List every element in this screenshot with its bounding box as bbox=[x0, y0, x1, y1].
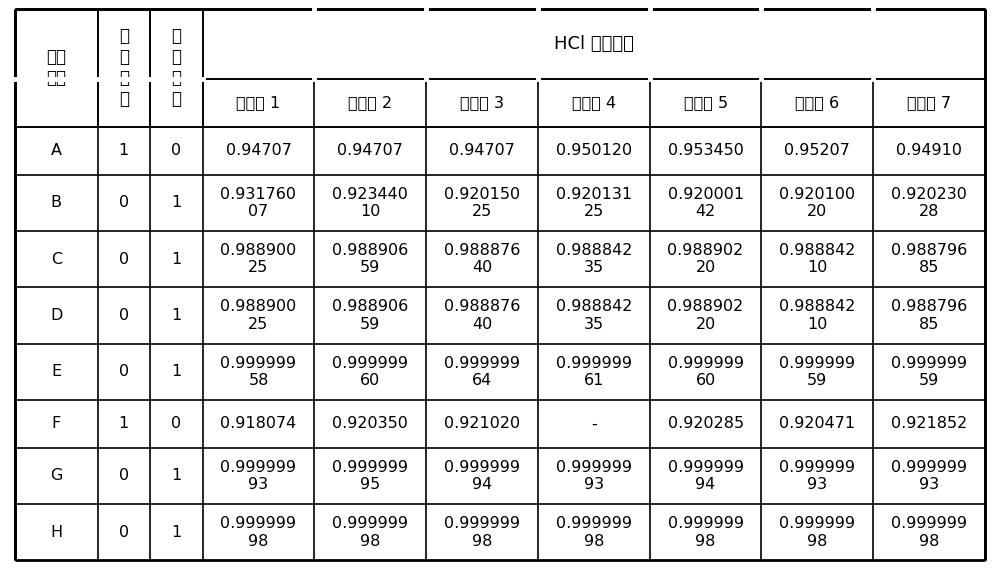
Text: 实施例 5: 实施例 5 bbox=[684, 96, 728, 110]
Text: 0.999999
93: 0.999999 93 bbox=[556, 460, 632, 492]
Text: 0: 0 bbox=[119, 468, 129, 484]
Text: E: E bbox=[51, 364, 61, 380]
Text: 0: 0 bbox=[119, 364, 129, 380]
Text: 0.999999
98: 0.999999 98 bbox=[220, 516, 296, 549]
Text: 0.923440
10: 0.923440 10 bbox=[332, 187, 408, 219]
Text: 气
相
分
率: 气 相 分 率 bbox=[119, 27, 129, 108]
Text: 0.920150
25: 0.920150 25 bbox=[444, 187, 520, 219]
Text: 实施例 6: 实施例 6 bbox=[795, 96, 839, 110]
Text: 0.999999
61: 0.999999 61 bbox=[556, 356, 632, 388]
Text: 实施例 3: 实施例 3 bbox=[460, 96, 504, 110]
Text: 0.988796
85: 0.988796 85 bbox=[891, 243, 967, 275]
Text: 0.988906
59: 0.988906 59 bbox=[332, 299, 408, 332]
Text: 0.988876
40: 0.988876 40 bbox=[444, 243, 520, 275]
Text: 1: 1 bbox=[171, 525, 181, 540]
Text: D: D bbox=[50, 308, 62, 323]
Text: 实施例 7: 实施例 7 bbox=[907, 96, 951, 110]
Text: 0.920285: 0.920285 bbox=[668, 417, 744, 431]
Text: 0: 0 bbox=[119, 525, 129, 540]
Text: 1: 1 bbox=[119, 143, 129, 158]
Text: 0.920471: 0.920471 bbox=[779, 417, 855, 431]
Text: 0.918074: 0.918074 bbox=[220, 417, 297, 431]
Text: 1: 1 bbox=[171, 468, 181, 484]
Text: 0.921020: 0.921020 bbox=[444, 417, 520, 431]
Text: 0: 0 bbox=[119, 308, 129, 323]
Text: 0.999999
58: 0.999999 58 bbox=[220, 356, 296, 388]
Text: 0.94707: 0.94707 bbox=[449, 143, 515, 158]
Text: 0.988842
10: 0.988842 10 bbox=[779, 243, 856, 275]
Text: 0.920350: 0.920350 bbox=[332, 417, 408, 431]
Text: A: A bbox=[51, 143, 62, 158]
Text: 0.999999
64: 0.999999 64 bbox=[444, 356, 520, 388]
Text: F: F bbox=[52, 417, 61, 431]
Text: 1: 1 bbox=[119, 417, 129, 431]
Text: -: - bbox=[591, 417, 597, 431]
Text: 0.950120: 0.950120 bbox=[556, 143, 632, 158]
Text: 0: 0 bbox=[119, 251, 129, 267]
Text: 1: 1 bbox=[171, 308, 181, 323]
Text: 0.988842
35: 0.988842 35 bbox=[556, 299, 632, 332]
Text: 0.920001
42: 0.920001 42 bbox=[668, 187, 744, 219]
Text: H: H bbox=[50, 525, 62, 540]
Text: 0.931760
07: 0.931760 07 bbox=[220, 187, 296, 219]
Text: 1: 1 bbox=[171, 251, 181, 267]
Text: 液
相
分
率: 液 相 分 率 bbox=[171, 27, 181, 108]
Text: 0.94910: 0.94910 bbox=[896, 143, 962, 158]
Text: 0.953450: 0.953450 bbox=[668, 143, 744, 158]
Text: 0.920131
25: 0.920131 25 bbox=[556, 187, 632, 219]
Text: 0.999999
94: 0.999999 94 bbox=[444, 460, 520, 492]
Text: 实施例 1: 实施例 1 bbox=[236, 96, 281, 110]
Text: 0.999999
98: 0.999999 98 bbox=[556, 516, 632, 549]
Text: 0.999999
98: 0.999999 98 bbox=[779, 516, 855, 549]
Text: 1: 1 bbox=[171, 195, 181, 211]
Text: 0.999999
94: 0.999999 94 bbox=[668, 460, 744, 492]
Text: B: B bbox=[51, 195, 62, 211]
Text: 0.999999
60: 0.999999 60 bbox=[668, 356, 744, 388]
Text: 0.988842
10: 0.988842 10 bbox=[779, 299, 856, 332]
Text: 0.999999
98: 0.999999 98 bbox=[668, 516, 744, 549]
Text: 0.988842
35: 0.988842 35 bbox=[556, 243, 632, 275]
Text: 0.95207: 0.95207 bbox=[784, 143, 850, 158]
Text: 流股
名称: 流股 名称 bbox=[46, 48, 66, 87]
Text: 0.988906
59: 0.988906 59 bbox=[332, 243, 408, 275]
Text: 0: 0 bbox=[171, 417, 181, 431]
Text: 0.988902
20: 0.988902 20 bbox=[667, 243, 744, 275]
Text: 0.94707: 0.94707 bbox=[337, 143, 403, 158]
Text: 0.988902
20: 0.988902 20 bbox=[667, 299, 744, 332]
Text: 0.988876
40: 0.988876 40 bbox=[444, 299, 520, 332]
Text: 0.920100
20: 0.920100 20 bbox=[779, 187, 855, 219]
Text: 0.999999
93: 0.999999 93 bbox=[779, 460, 855, 492]
Text: 0.999999
95: 0.999999 95 bbox=[332, 460, 408, 492]
Text: 0.920230
28: 0.920230 28 bbox=[891, 187, 967, 219]
Text: 0: 0 bbox=[171, 143, 181, 158]
Text: 0.988796
85: 0.988796 85 bbox=[891, 299, 967, 332]
Text: C: C bbox=[51, 251, 62, 267]
Text: 0.999999
59: 0.999999 59 bbox=[779, 356, 855, 388]
Text: 0.999999
93: 0.999999 93 bbox=[891, 460, 967, 492]
Text: G: G bbox=[50, 468, 62, 484]
Text: HCl 摸尔分率: HCl 摸尔分率 bbox=[554, 35, 634, 53]
Text: 0.988900
25: 0.988900 25 bbox=[220, 299, 297, 332]
Text: 0.999999
59: 0.999999 59 bbox=[891, 356, 967, 388]
Text: 1: 1 bbox=[171, 364, 181, 380]
Text: 0.999999
98: 0.999999 98 bbox=[891, 516, 967, 549]
Text: 0.999999
93: 0.999999 93 bbox=[220, 460, 296, 492]
Text: 0: 0 bbox=[119, 195, 129, 211]
Text: 0.988900
25: 0.988900 25 bbox=[220, 243, 297, 275]
Text: 0.999999
98: 0.999999 98 bbox=[332, 516, 408, 549]
Text: 0.999999
60: 0.999999 60 bbox=[332, 356, 408, 388]
Text: 实施例 4: 实施例 4 bbox=[572, 96, 616, 110]
Text: 0.94707: 0.94707 bbox=[226, 143, 291, 158]
Text: 实施例 2: 实施例 2 bbox=[348, 96, 392, 110]
Text: 0.921852: 0.921852 bbox=[891, 417, 967, 431]
Text: 0.999999
98: 0.999999 98 bbox=[444, 516, 520, 549]
